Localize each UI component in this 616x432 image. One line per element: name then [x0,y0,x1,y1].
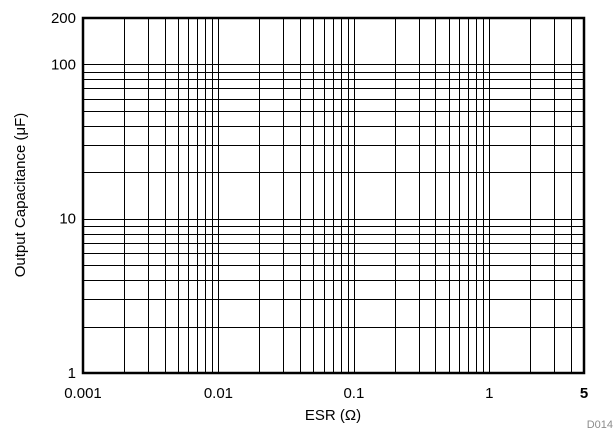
y-axis-label: Output Capacitance (μF) [12,113,29,278]
plot-area-frame [81,16,586,375]
x-tick-label: 0.001 [64,385,102,402]
x-tick-label: 0.01 [204,385,233,402]
x-tick-label: 0.1 [343,385,364,402]
x-tick-label: 1 [485,385,493,402]
tick-labels: 0.001 0.01 0.1 1 5 1 10 100 200 [51,10,588,402]
x-tick-label: 5 [580,385,588,402]
y-tick-label: 100 [51,56,76,73]
y-tick-label: 1 [68,365,76,382]
y-tick-label: 200 [51,10,76,27]
figure-id-label: D014 [587,419,613,431]
grid-lines [83,18,584,373]
x-axis-label: ESR (Ω) [305,407,361,424]
y-tick-label: 10 [59,211,76,228]
